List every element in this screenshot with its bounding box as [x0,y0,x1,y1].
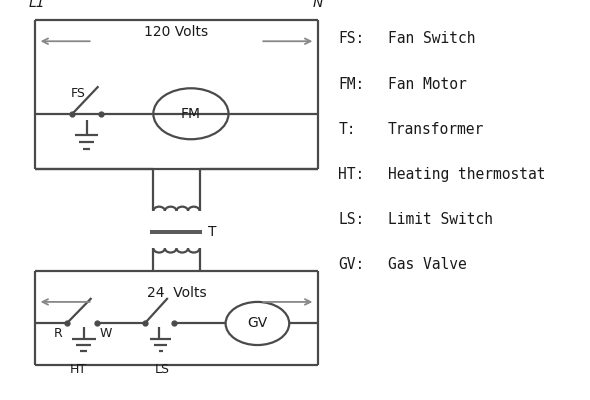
Text: R: R [54,327,63,340]
Text: T: T [208,225,217,239]
Text: FM:: FM: [338,76,365,92]
Text: GV:: GV: [338,257,365,272]
Text: Fan Switch: Fan Switch [388,32,475,46]
Text: 120 Volts: 120 Volts [145,25,208,39]
Text: Transformer: Transformer [388,122,484,136]
Text: FM: FM [181,107,201,121]
Text: Gas Valve: Gas Valve [388,257,466,272]
Text: GV: GV [247,316,267,330]
Text: FS:: FS: [338,32,365,46]
Text: LS:: LS: [338,212,365,227]
Text: LS: LS [155,363,169,376]
Text: N: N [312,0,323,10]
Text: HT: HT [70,363,87,376]
Text: FS: FS [71,87,86,100]
Text: Heating thermostat: Heating thermostat [388,167,545,182]
Text: Fan Motor: Fan Motor [388,76,466,92]
Text: T:: T: [338,122,356,136]
Text: Limit Switch: Limit Switch [388,212,493,227]
Text: W: W [100,327,112,340]
Text: L1: L1 [29,0,45,10]
Text: 24  Volts: 24 Volts [147,286,206,300]
Text: HT:: HT: [338,167,365,182]
